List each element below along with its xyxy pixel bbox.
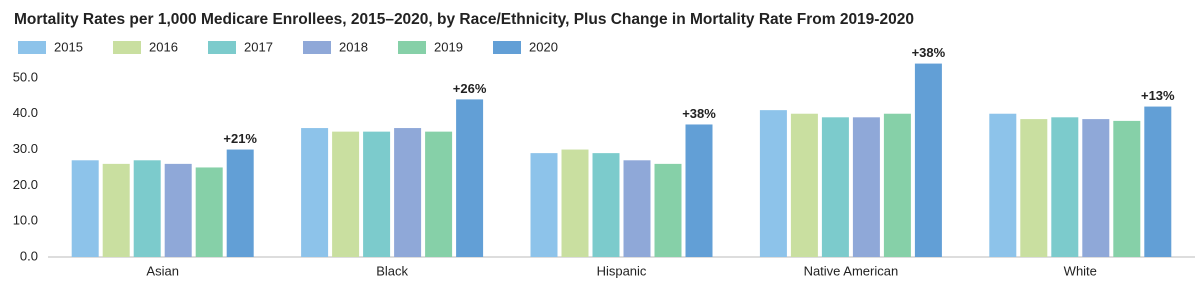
bar [914,63,942,257]
bar [530,153,558,257]
bar [363,131,391,257]
bar [1082,119,1110,257]
bar [102,163,130,257]
bar [1020,119,1048,257]
bar [133,160,161,257]
x-tick-label: Hispanic [597,263,647,278]
legend-swatch [398,41,426,54]
x-tick-label: Black [376,263,408,278]
y-tick-label: 30.0 [13,141,38,156]
x-tick-label: Native American [804,263,899,278]
bar [790,113,818,258]
legend-label: 2018 [339,39,368,54]
change-label: +38% [912,45,946,60]
bar [195,167,223,257]
bar [394,128,422,257]
legend-label: 2019 [434,39,463,54]
bar [821,117,849,258]
x-tick-label: Asian [146,263,179,278]
bar [989,113,1017,258]
legend-label: 2015 [54,39,83,54]
y-tick-label: 50.0 [13,69,38,84]
bar [425,131,453,257]
legend-swatch [493,41,521,54]
legend-label: 2020 [529,39,558,54]
bar [226,149,254,257]
y-tick-label: 40.0 [13,105,38,120]
bar [561,149,589,257]
bar [685,124,713,258]
bar [1144,106,1172,258]
x-tick-label: White [1064,263,1097,278]
legend-label: 2016 [149,39,178,54]
bar [883,113,911,258]
bar [164,163,192,257]
bar [654,163,682,257]
change-label: +13% [1141,88,1175,103]
bar [1113,120,1141,258]
change-label: +21% [223,131,257,146]
chart-title: Mortality Rates per 1,000 Medicare Enrol… [14,11,914,28]
bar [332,131,360,257]
bar [852,117,880,258]
legend-swatch [18,41,46,54]
legend-swatch [303,41,331,54]
bar [592,153,620,257]
bar [301,128,329,257]
bar [759,110,787,258]
y-tick-label: 0.0 [20,248,38,263]
change-label: +26% [453,81,487,96]
y-tick-label: 20.0 [13,177,38,192]
change-label: +38% [682,106,716,121]
bar [1051,117,1079,258]
legend-swatch [208,41,236,54]
legend-swatch [113,41,141,54]
bar [71,160,99,257]
y-tick-label: 10.0 [13,213,38,228]
bar [456,99,484,258]
legend-label: 2017 [244,39,273,54]
bar [623,160,651,257]
